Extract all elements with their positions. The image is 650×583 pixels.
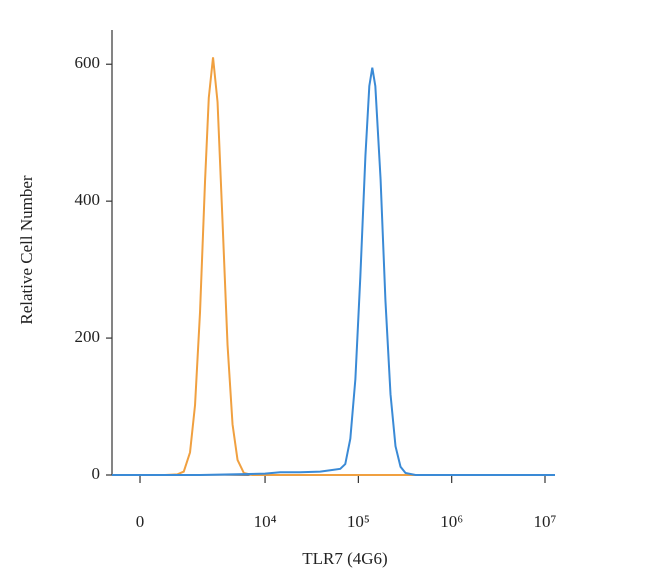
y-axis-label: Relative Cell Number [17, 175, 36, 325]
x-tick-label: 10⁴ [254, 512, 277, 531]
x-tick-label: 10⁵ [347, 512, 370, 531]
x-axis-label: TLR7 (4G6) [302, 549, 387, 568]
x-tick-label: 10⁶ [440, 512, 463, 531]
x-tick-label: 0 [136, 512, 145, 531]
y-tick-label: 0 [92, 464, 101, 483]
y-tick-label: 200 [75, 327, 101, 346]
x-tick-label: 10⁷ [534, 512, 557, 531]
histogram-line [112, 57, 555, 476]
histogram-line [112, 67, 555, 476]
y-tick-label: 600 [75, 53, 101, 72]
y-tick-label: 400 [75, 190, 101, 209]
